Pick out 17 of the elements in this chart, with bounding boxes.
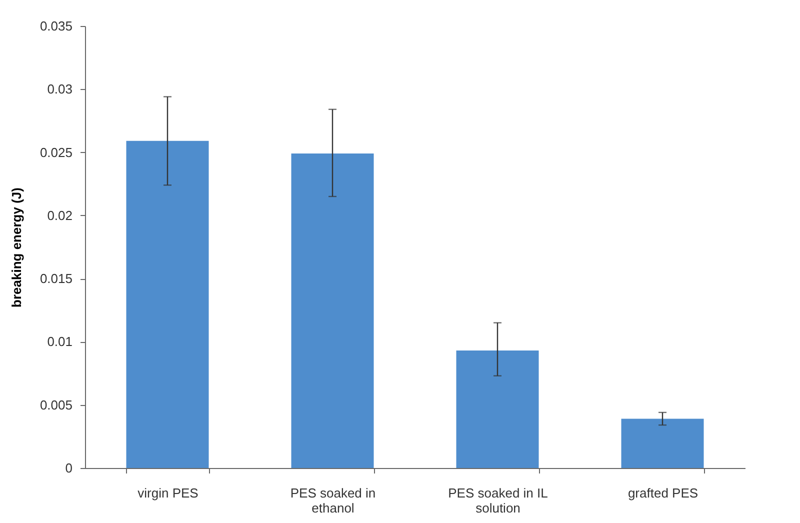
y-tick-label: 0.035 (40, 18, 72, 34)
y-tick-label: 0.01 (47, 334, 72, 350)
bar (291, 154, 374, 468)
x-tick-label: grafted PES (628, 486, 698, 500)
bar (621, 418, 704, 468)
x-tick-label: PES soaked in IL solution (448, 486, 548, 516)
y-tick-label: 0 (65, 460, 72, 476)
y-axis-title: breaking energy (J) (8, 188, 24, 308)
x-tick-label: PES soaked in ethanol (290, 486, 376, 516)
x-tick-label: virgin PES (138, 486, 199, 500)
y-tick-label: 0.005 (40, 397, 72, 412)
y-tick-label: 0.025 (40, 144, 72, 160)
y-tick-label: 0.015 (40, 271, 72, 286)
y-tick-label: 0.02 (47, 208, 72, 223)
bar (126, 140, 209, 468)
y-tick-label: 0.03 (47, 82, 72, 97)
bar (456, 350, 539, 468)
